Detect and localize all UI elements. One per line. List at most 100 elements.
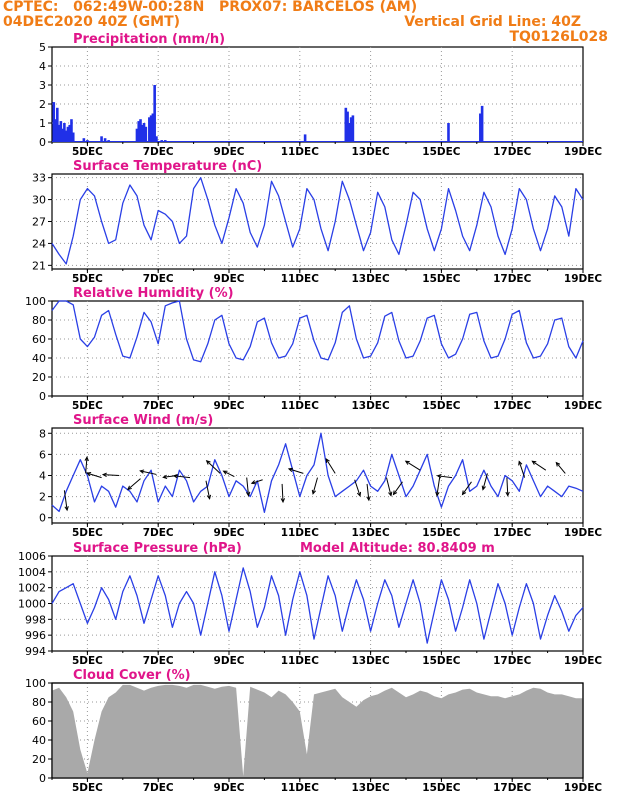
xtick-label-rh: 9DEC — [214, 400, 245, 412]
precip-bar — [153, 85, 156, 142]
wind-arrow — [386, 477, 392, 496]
xtick-label-wind: 11DEC — [281, 527, 320, 539]
xtick-label-wind: 19DEC — [564, 527, 603, 539]
xtick-label-pres: 9DEC — [214, 655, 245, 667]
header-vertical-grid-line: Vertical Grid Line: 40Z — [404, 14, 581, 30]
precip-bar — [66, 126, 70, 142]
ytick-label-temp: 24 — [32, 237, 46, 250]
precip-bar — [351, 115, 355, 142]
wind-arrow — [462, 481, 472, 495]
xtick-label-temp: 19DEC — [564, 273, 603, 285]
precip-bar — [64, 130, 68, 142]
wind-arrow-head — [356, 491, 362, 498]
wind-arrow — [103, 474, 120, 476]
wind-arrow — [312, 477, 318, 494]
ytick-label-pres: 1000 — [18, 598, 46, 611]
ytick-label-cloud: 80 — [32, 696, 46, 709]
xtick-label-cloud: 17DEC — [493, 782, 532, 794]
ytick-label-temp: 30 — [32, 194, 46, 207]
precip-bar — [63, 123, 66, 142]
ytick-label-cloud: 100 — [25, 677, 46, 690]
xtick-label-pres: 5DEC — [72, 655, 103, 667]
wind-arrow — [354, 479, 361, 497]
wind-arrow — [393, 481, 403, 495]
wind-arrow — [85, 457, 88, 474]
xtick-label-pres: 19DEC — [564, 655, 603, 667]
wind-arrow — [87, 472, 102, 479]
precip-bar — [346, 111, 349, 142]
precip-bar — [135, 128, 139, 142]
wind-arrow-head — [366, 496, 371, 502]
wind-arrow — [325, 458, 336, 474]
precip-bar — [54, 119, 57, 142]
wind-arrow-head — [280, 498, 286, 504]
ytick-label-rh: 60 — [32, 333, 46, 346]
pres-line — [51, 567, 584, 644]
ytick-label-wind: 6 — [39, 448, 46, 461]
precip-bar — [59, 121, 63, 142]
xtick-label-precip: 7DEC — [143, 146, 174, 158]
wind-arrow-head — [162, 474, 168, 480]
header-date-line: 04DEC2020 40Z (GMT) — [3, 14, 181, 30]
ytick-label-wind: 4 — [39, 470, 46, 483]
xtick-label-cloud: 5DEC — [72, 782, 103, 794]
wind-arrow — [281, 483, 284, 502]
xtick-label-rh: 5DEC — [72, 400, 103, 412]
precip-bar — [56, 107, 59, 142]
wind-arrow-head — [325, 458, 330, 464]
ytick-label-cloud: 60 — [32, 715, 46, 728]
xtick-label-wind: 5DEC — [72, 527, 103, 539]
precip-bar — [68, 124, 71, 142]
xtick-label-cloud: 15DEC — [422, 782, 461, 794]
wind-arrow — [555, 462, 566, 474]
wind-arrow — [482, 473, 488, 490]
ytick-label-precip: 5 — [39, 41, 46, 54]
precip-bar — [480, 105, 484, 142]
ytick-label-precip: 0 — [39, 136, 46, 149]
panel-title-temp: Surface Temperature (nC) — [73, 159, 262, 174]
xtick-label-wind: 13DEC — [351, 527, 390, 539]
xtick-label-rh: 19DEC — [564, 400, 603, 412]
xtick-label-pres: 15DEC — [422, 655, 461, 667]
xtick-label-precip: 5DEC — [72, 146, 103, 158]
xtick-label-wind: 9DEC — [214, 527, 245, 539]
xtick-label-rh: 13DEC — [351, 400, 390, 412]
precip-bar — [71, 132, 75, 142]
ytick-label-cloud: 0 — [39, 772, 46, 785]
xtick-label-precip: 11DEC — [281, 146, 320, 158]
precip-bar — [139, 119, 142, 142]
ytick-label-temp: 27 — [32, 216, 46, 229]
wind-arrow-head — [518, 460, 523, 466]
wind-arrow — [288, 468, 304, 474]
precip-bar — [148, 117, 151, 142]
xtick-label-precip: 9DEC — [214, 146, 245, 158]
panel-frame-rh — [51, 300, 584, 397]
ytick-label-pres: 1002 — [18, 582, 46, 595]
panel-title-precip: Precipitation (mm/h) — [73, 32, 225, 47]
wind-arrow-head — [435, 491, 440, 497]
wind-arrow-head — [481, 485, 486, 491]
precip-bar — [70, 119, 73, 142]
xtick-label-temp: 7DEC — [143, 273, 174, 285]
precip-bar — [52, 102, 56, 142]
wind-arrow — [405, 460, 421, 471]
cloud-cover-area — [52, 684, 583, 778]
xtick-label-rh: 15DEC — [422, 400, 461, 412]
wind-arrow-head — [392, 490, 398, 496]
precip-bar — [82, 138, 86, 142]
xtick-label-rh: 17DEC — [493, 400, 532, 412]
xtick-label-wind: 7DEC — [143, 527, 174, 539]
wind-arrow-head — [86, 472, 92, 477]
wind-arrow — [518, 461, 526, 478]
wind-arrow — [223, 470, 235, 478]
ytick-label-rh: 40 — [32, 352, 46, 365]
wind-arrow — [63, 490, 68, 511]
xtick-label-pres: 11DEC — [281, 655, 320, 667]
panel-title-cloud: Cloud Cover (%) — [73, 668, 191, 683]
xtick-label-cloud: 19DEC — [564, 782, 603, 794]
wind-arrow — [506, 477, 509, 496]
precip-bar — [100, 136, 103, 142]
wind-arrow-head — [250, 480, 256, 485]
wind-arrow-head — [555, 461, 561, 467]
